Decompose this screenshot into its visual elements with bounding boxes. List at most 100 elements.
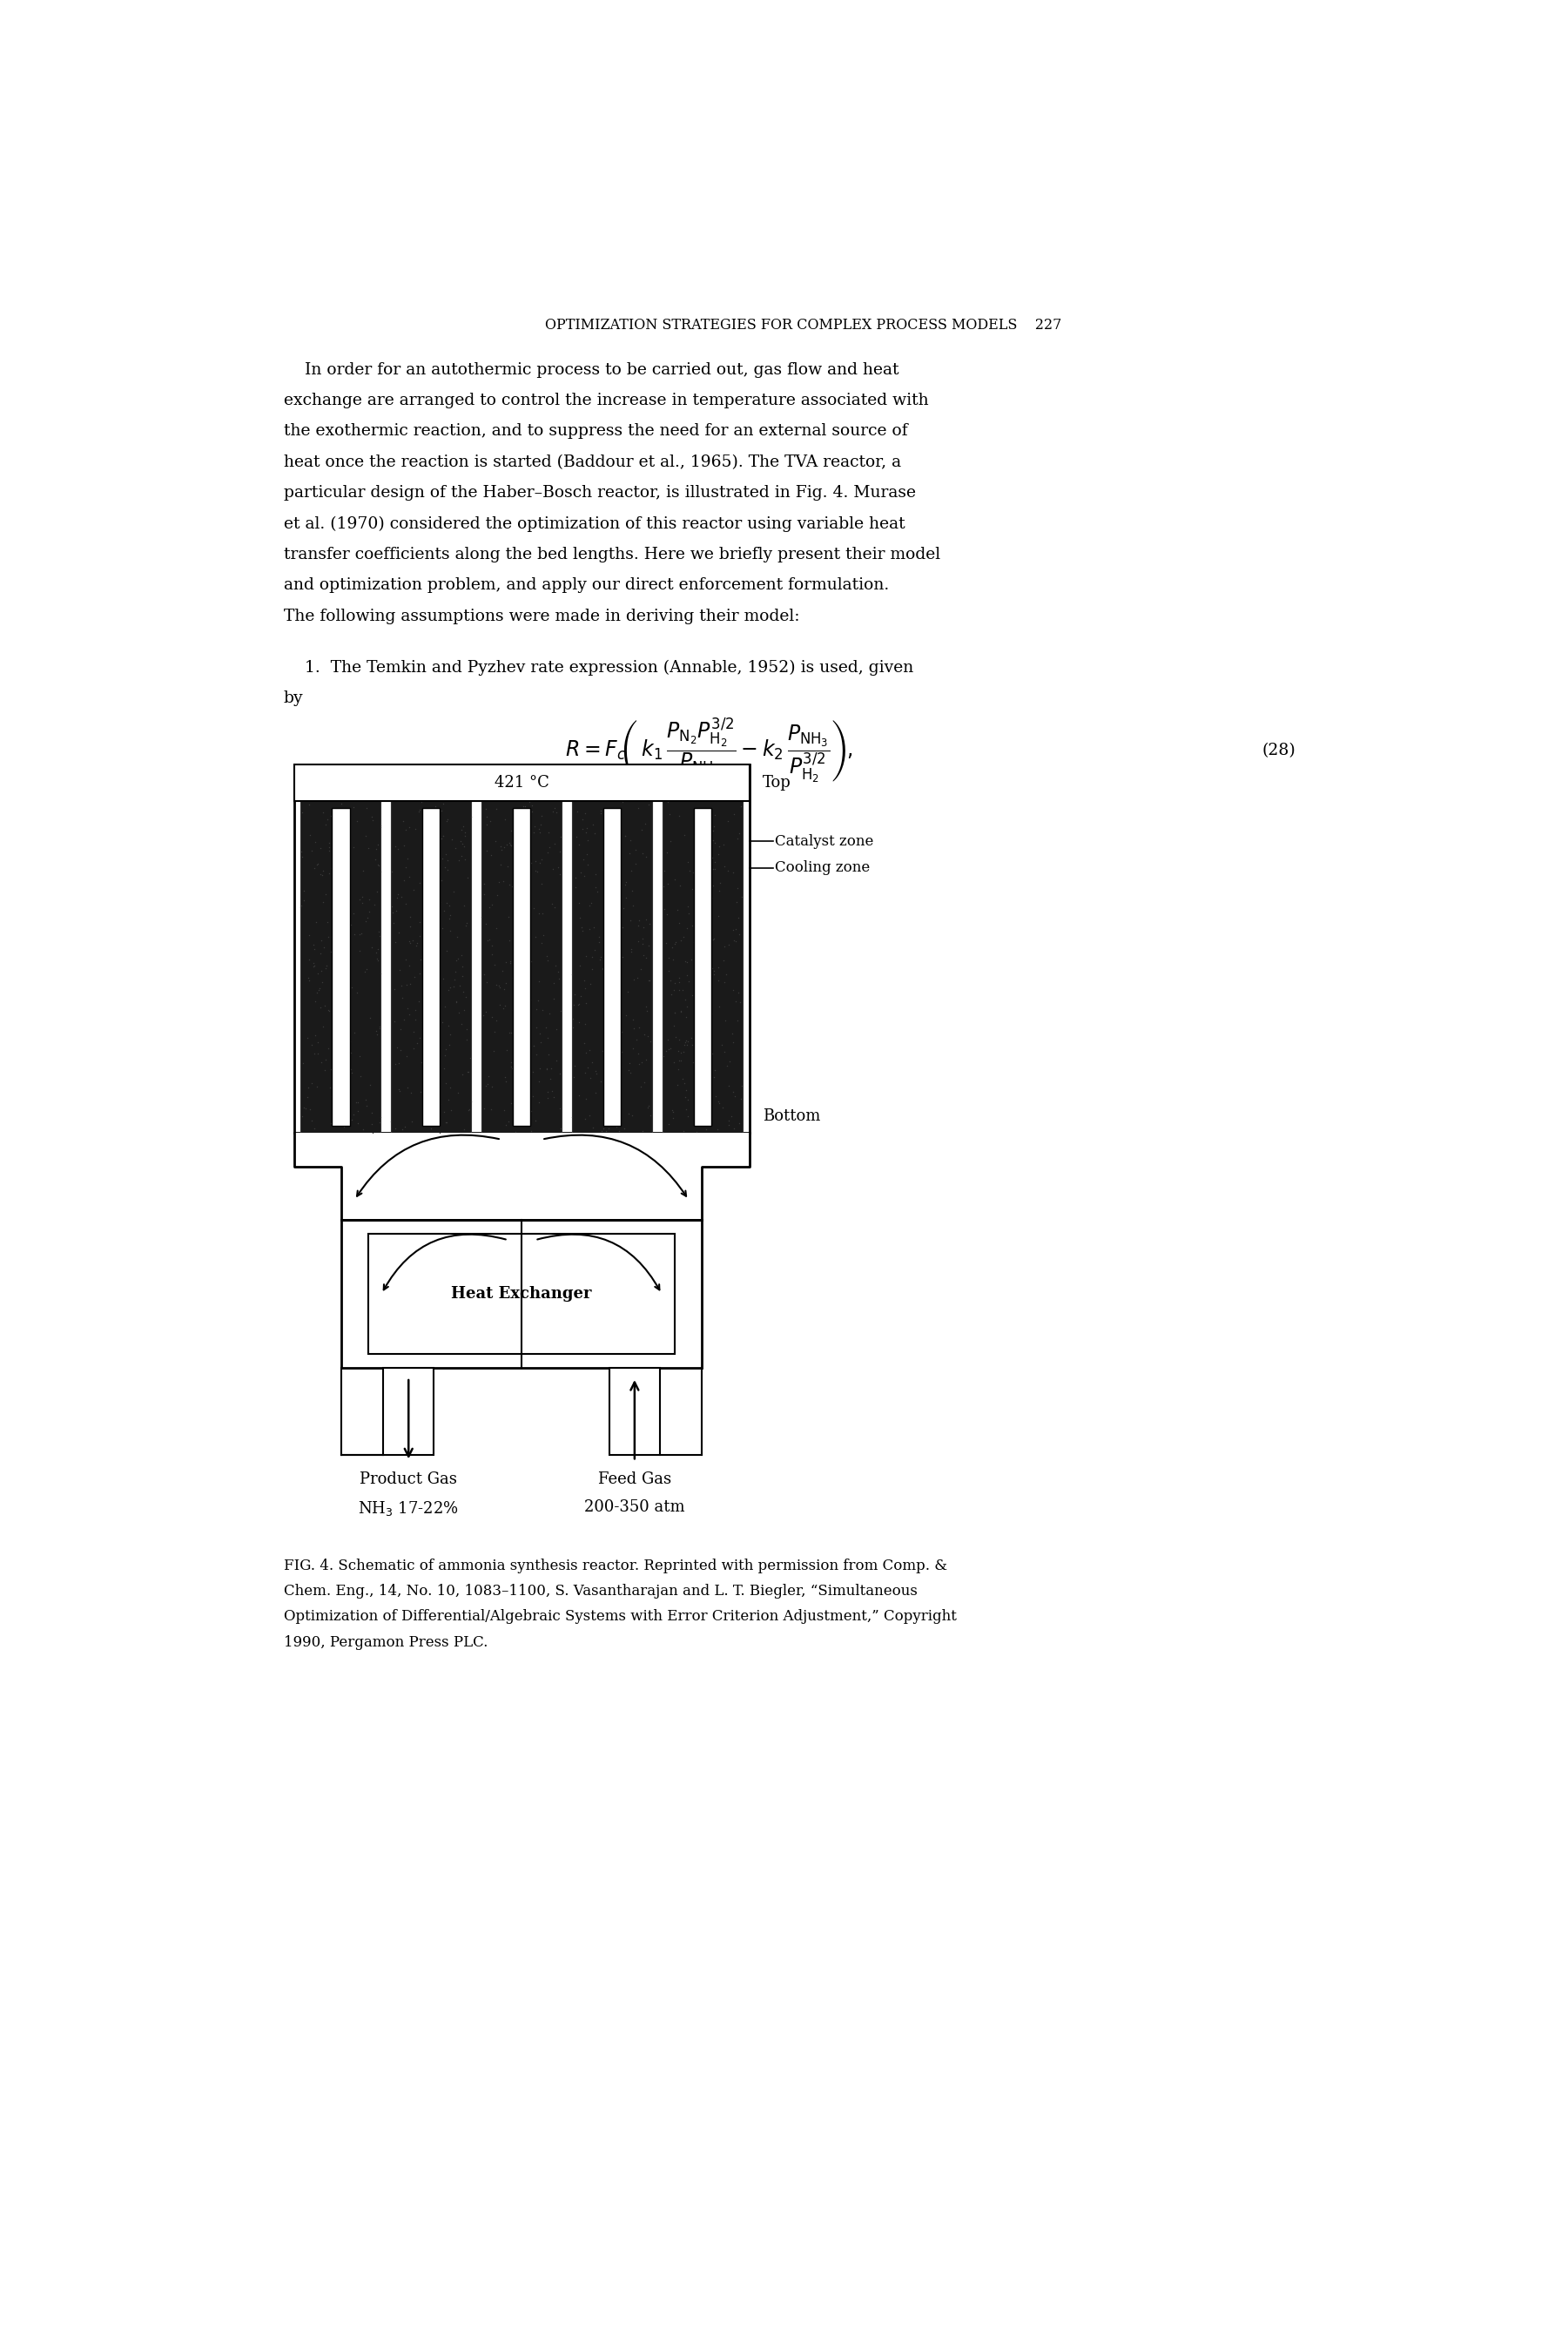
Point — [677, 853, 702, 891]
Point — [539, 886, 564, 924]
Point — [633, 900, 659, 938]
Point — [726, 917, 751, 954]
Point — [508, 1032, 533, 1069]
Point — [389, 1109, 414, 1147]
Point — [687, 992, 712, 1029]
Point — [309, 952, 334, 989]
Point — [597, 1029, 622, 1067]
Point — [543, 888, 568, 926]
Point — [379, 853, 405, 891]
Point — [405, 1025, 430, 1062]
Point — [572, 968, 597, 1006]
Point — [516, 907, 541, 945]
Point — [336, 1097, 361, 1135]
Point — [323, 1058, 348, 1095]
Point — [706, 961, 731, 999]
Point — [579, 949, 604, 987]
Point — [547, 855, 572, 893]
Point — [455, 1053, 480, 1090]
Point — [336, 933, 361, 971]
Point — [292, 872, 317, 909]
Point — [721, 1109, 746, 1147]
Point — [660, 1100, 685, 1137]
Point — [494, 848, 519, 886]
Point — [387, 952, 412, 989]
Point — [597, 865, 622, 902]
Point — [710, 942, 735, 980]
Point — [452, 827, 477, 865]
Point — [674, 1022, 699, 1060]
Point — [400, 1029, 425, 1067]
Point — [585, 872, 610, 909]
Point — [517, 1112, 543, 1149]
Point — [406, 1020, 431, 1058]
Point — [605, 815, 630, 853]
Point — [690, 1046, 715, 1083]
Point — [439, 1093, 464, 1130]
Point — [387, 1043, 412, 1081]
Point — [723, 909, 748, 947]
Point — [541, 792, 566, 830]
Point — [303, 947, 328, 985]
Point — [320, 947, 345, 985]
Point — [626, 902, 651, 940]
Bar — [610, 1368, 660, 1455]
Point — [310, 928, 336, 966]
Point — [577, 1060, 602, 1097]
Point — [616, 1050, 641, 1088]
Point — [483, 790, 508, 827]
Point — [707, 865, 732, 902]
Point — [401, 872, 426, 909]
Point — [681, 1043, 706, 1081]
Point — [607, 1112, 632, 1149]
Point — [720, 1074, 745, 1112]
Point — [303, 822, 328, 860]
Point — [668, 992, 693, 1029]
Point — [618, 822, 643, 860]
Point — [514, 841, 539, 879]
Point — [296, 917, 321, 954]
Point — [717, 1043, 742, 1081]
Point — [721, 921, 746, 959]
Point — [390, 804, 416, 841]
Point — [528, 841, 554, 879]
Point — [671, 1112, 696, 1149]
Point — [502, 987, 527, 1025]
Point — [666, 1050, 691, 1088]
Point — [483, 1001, 508, 1039]
Point — [726, 900, 751, 938]
Point — [684, 987, 709, 1025]
Point — [452, 841, 477, 879]
Point — [684, 907, 709, 945]
Point — [723, 924, 748, 961]
Point — [314, 947, 339, 985]
Point — [408, 790, 433, 827]
Point — [436, 1008, 461, 1046]
Point — [571, 1025, 596, 1062]
Point — [289, 888, 314, 926]
Point — [729, 879, 754, 917]
Point — [447, 841, 472, 879]
Text: the exothermic reaction, and to suppress the need for an external source of: the exothermic reaction, and to suppress… — [284, 423, 908, 439]
Point — [406, 792, 431, 830]
Point — [315, 992, 340, 1029]
Point — [527, 813, 552, 851]
Point — [575, 846, 601, 884]
Point — [425, 966, 450, 1003]
Point — [444, 982, 469, 1020]
Point — [503, 844, 528, 881]
Point — [724, 1001, 750, 1039]
Point — [358, 999, 383, 1036]
Point — [706, 1083, 731, 1121]
Point — [508, 860, 533, 898]
Point — [619, 1029, 644, 1067]
Point — [591, 982, 616, 1020]
Point — [638, 1097, 663, 1135]
Point — [486, 862, 511, 900]
Point — [321, 1039, 347, 1076]
Point — [638, 1022, 663, 1060]
Point — [696, 926, 721, 964]
Point — [437, 968, 463, 1006]
Point — [607, 933, 632, 971]
Point — [400, 921, 425, 959]
